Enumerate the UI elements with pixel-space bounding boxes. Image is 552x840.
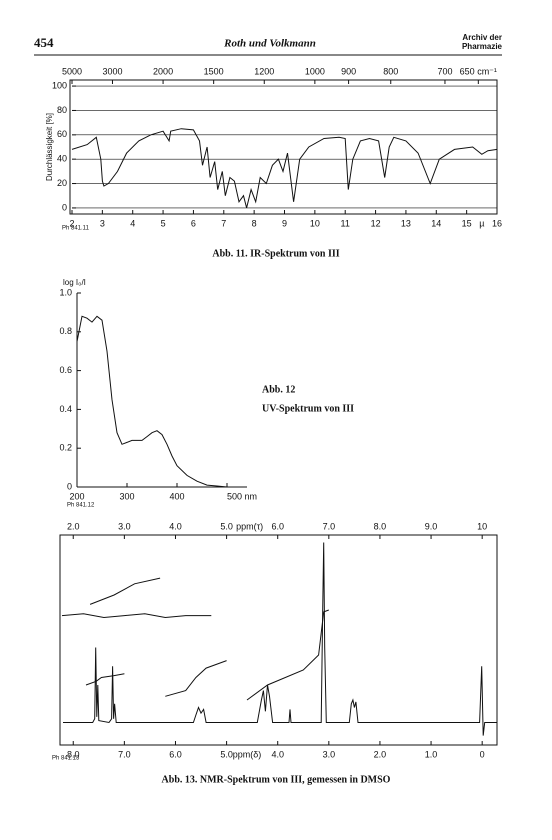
y-tick-label: 0.2 xyxy=(59,443,72,453)
x2-tick-label: 3.0 xyxy=(118,521,131,531)
x-tick-label: 8 xyxy=(252,218,257,228)
spectrum-line xyxy=(63,542,497,736)
plot-frame xyxy=(69,79,498,215)
x2-tick-label: 6.0 xyxy=(271,521,284,531)
x-tick-label: 7 xyxy=(221,218,226,228)
x2-tick-label: 7.0 xyxy=(323,521,336,531)
x-tick-label: 8.0 xyxy=(67,749,80,759)
spectrum-line xyxy=(246,609,329,701)
spectrum-line xyxy=(76,315,247,488)
x2-tick-label: 10 xyxy=(477,521,487,531)
figure-tag: Ph 841.12 xyxy=(67,503,95,509)
y-axis-label: Durchlässigkeit [%] xyxy=(45,113,54,181)
y-tick-label: 0 xyxy=(62,202,67,212)
x2-tick-label: 700 xyxy=(437,66,452,76)
x-unit: µ xyxy=(479,218,484,228)
x-tick-label: 5 xyxy=(161,218,166,228)
y-axis-label: log I₀/I xyxy=(63,278,86,287)
journal: Archiv der Pharmazie xyxy=(461,33,502,51)
x-tick-label: 11 xyxy=(341,218,350,228)
x2-tick-label: 2000 xyxy=(153,66,173,76)
x-tick-label: 9 xyxy=(282,218,287,228)
x-tick-label: 6 xyxy=(191,218,196,228)
x2-tick-label: 3000 xyxy=(102,66,122,76)
y-tick-label: 0.4 xyxy=(59,404,72,414)
x-unit: ppm(δ) xyxy=(233,749,262,759)
spectrum-line xyxy=(89,577,161,605)
y-tick-label: 100 xyxy=(52,80,67,90)
figure-caption: Abb. 13. NMR-Spektrum von III, gemessen … xyxy=(162,774,391,785)
x-tick-label: 10 xyxy=(310,218,320,228)
x-tick-label: 3.0 xyxy=(323,749,336,759)
x-tick-label: 500 nm xyxy=(227,491,257,501)
figure-tag: Ph 841.13 xyxy=(52,756,80,762)
x-tick-label: 400 xyxy=(169,491,184,501)
y-tick-label: 0.6 xyxy=(59,365,72,375)
x2-tick-label: 1500 xyxy=(204,66,224,76)
x2-tick-label: 4.0 xyxy=(169,521,182,531)
x-tick-label: 13 xyxy=(401,218,411,228)
x-tick-label: 2 xyxy=(69,218,74,228)
x2-tick-label: 800 xyxy=(383,66,398,76)
x2-tick-label: 9.0 xyxy=(425,521,438,531)
y-tick-label: 80 xyxy=(57,105,67,115)
x2-tick-label: 2.0 xyxy=(67,521,80,531)
x2-tick-label: 1000 xyxy=(305,66,325,76)
spectrum-line xyxy=(61,613,212,619)
figure-subcaption: UV-Spektrum von III xyxy=(262,403,354,414)
x2-tick-label: 1200 xyxy=(254,66,274,76)
page-number: 454 xyxy=(34,35,54,50)
x2-tick-label: 8.0 xyxy=(374,521,387,531)
figure-caption: Abb. 12 xyxy=(262,384,295,395)
y-tick-label: 20 xyxy=(57,178,67,188)
spectrum-line xyxy=(71,128,498,209)
x2-tick-label: 5.0 xyxy=(220,521,233,531)
x-tick-label: 7.0 xyxy=(118,749,131,759)
x-tick-label: 5.0 xyxy=(220,749,233,759)
x2-tick-label: 5000 xyxy=(62,66,82,76)
y-tick-label: 0 xyxy=(67,481,72,491)
figure-caption: Abb. 11. IR-Spektrum von III xyxy=(212,248,339,259)
x2-tick-label: 900 xyxy=(341,66,356,76)
y-tick-label: 40 xyxy=(57,154,67,164)
x-tick-label: 2.0 xyxy=(374,749,387,759)
running-head: Roth und Volkmann xyxy=(223,38,316,50)
y-tick-label: 1.0 xyxy=(59,287,72,297)
spectrum-line xyxy=(165,660,227,697)
y-tick-label: 60 xyxy=(57,129,67,139)
journal-box: Archiv der Pharmazie xyxy=(461,33,502,51)
figure-tag: Ph 841.11 xyxy=(62,226,90,232)
x-tick-label: 3 xyxy=(100,218,105,228)
x2-tick-label: 650 cm⁻¹ xyxy=(460,66,497,76)
spectrum-line xyxy=(85,673,125,686)
x-tick-label: 4.0 xyxy=(271,749,284,759)
x-tick-label: 4 xyxy=(130,218,135,228)
y-tick-label: 0.8 xyxy=(59,326,72,336)
x-tick-label: 200 xyxy=(69,491,84,501)
x-tick-label: 1.0 xyxy=(425,749,438,759)
x-tick-label: 14 xyxy=(431,218,441,228)
x-tick-label: 15 xyxy=(462,218,472,228)
x-tick-label: 16 xyxy=(492,218,502,228)
plot-frame xyxy=(59,534,498,746)
x-tick-label: 0 xyxy=(480,749,485,759)
x-tick-label: 12 xyxy=(371,218,381,228)
x2-unit: ppm(τ) xyxy=(236,521,263,531)
x-tick-label: 6.0 xyxy=(169,749,182,759)
x-tick-label: 300 xyxy=(119,491,134,501)
